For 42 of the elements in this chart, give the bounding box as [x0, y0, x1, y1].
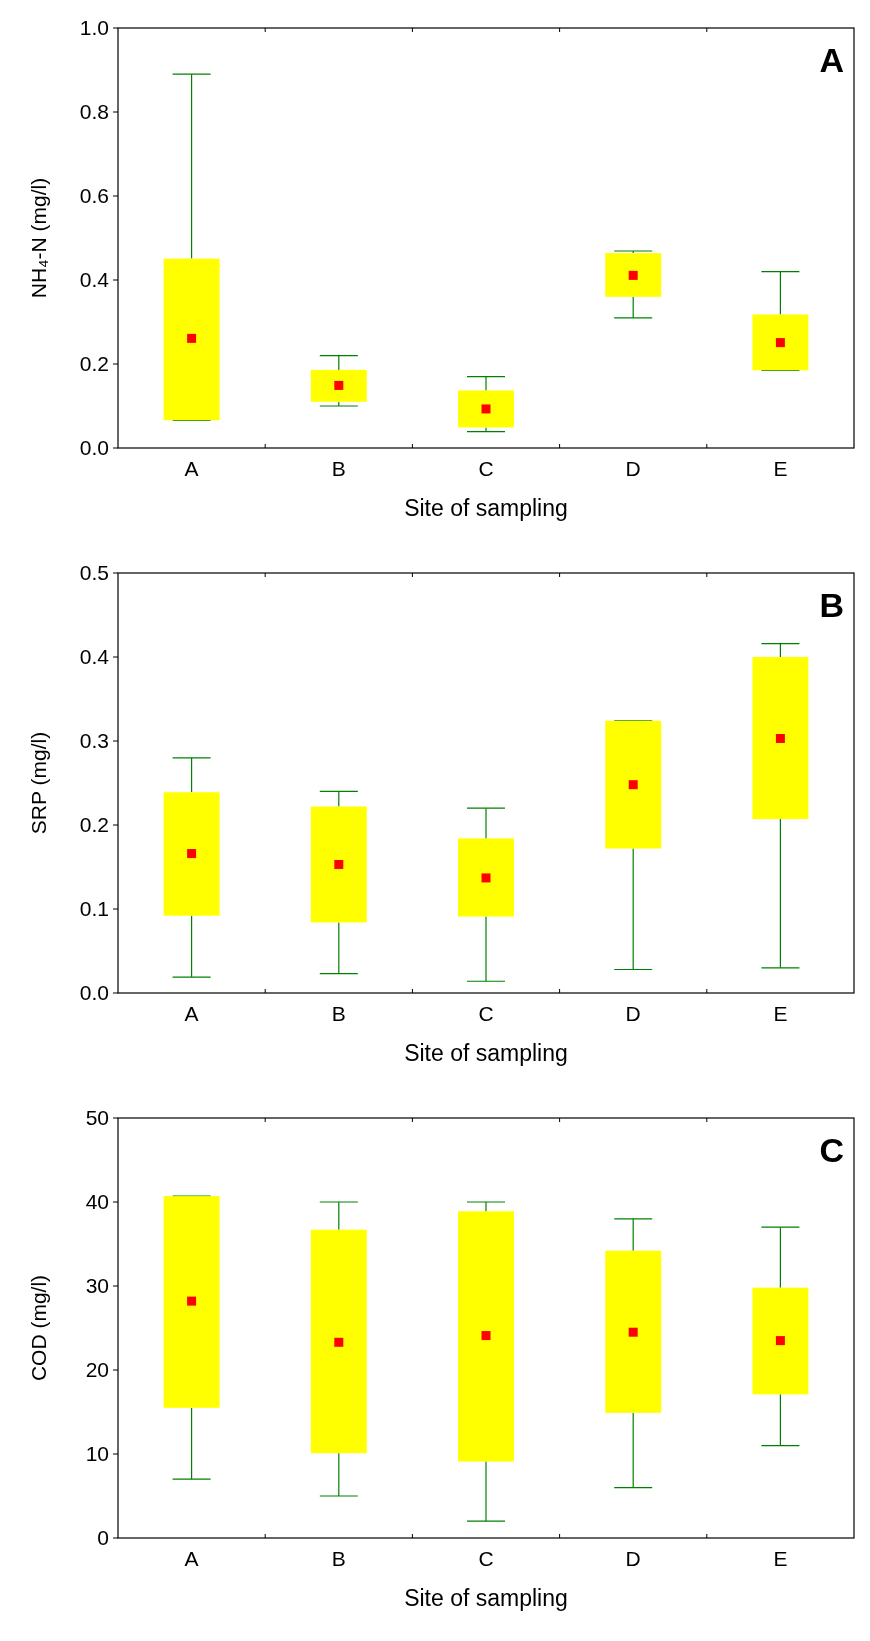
y-tick-label: 0.0	[79, 981, 109, 1005]
annotation: B	[819, 586, 844, 624]
x-tick-label: C	[478, 457, 494, 480]
annotation: C	[819, 1131, 844, 1169]
y-axis-title: SRP (mg/l)	[27, 731, 50, 835]
x-tick-label: B	[331, 457, 346, 480]
y-axis-title: NH₄-N (mg/l)	[27, 177, 50, 299]
y-tick-label: 10	[85, 1442, 109, 1466]
y-tick-label: 0.4	[79, 268, 110, 292]
annotation: A	[819, 41, 844, 79]
x-tick-label: E	[773, 1547, 788, 1570]
y-tick-label: 0.8	[79, 100, 109, 124]
y-tick-label: 0.5	[79, 561, 109, 585]
y-tick-label: 0	[97, 1526, 109, 1550]
y-tick-label: 40	[85, 1190, 109, 1214]
x-tick-label: B	[331, 1002, 346, 1025]
y-tick-label: 0.6	[79, 184, 109, 208]
y-tick-label: 50	[85, 1106, 109, 1130]
y-tick-label: 0.4	[79, 645, 110, 669]
x-tick-label: D	[625, 1547, 641, 1570]
y-tick-label: 1.0	[79, 16, 109, 40]
x-tick-label: D	[625, 457, 641, 480]
y-tick-label: 0.2	[79, 813, 109, 837]
x-tick-label: D	[625, 1002, 641, 1025]
y-tick-label: 20	[85, 1358, 109, 1382]
x-axis-title: Site of sampling	[404, 1585, 568, 1611]
x-axis-title: Site of sampling	[404, 1040, 568, 1066]
x-tick-label: A	[184, 457, 199, 480]
y-tick-label: 0.1	[79, 897, 109, 921]
x-tick-label: A	[184, 1547, 199, 1570]
x-tick-label: C	[478, 1002, 494, 1025]
x-tick-label: A	[184, 1002, 199, 1025]
y-axis-title: COD (mg/l)	[27, 1274, 50, 1382]
y-tick-label: 30	[85, 1274, 109, 1298]
x-tick-label: B	[331, 1547, 346, 1570]
y-tick-label: 0.3	[79, 729, 109, 753]
x-tick-label: E	[773, 1002, 788, 1025]
y-tick-label: 0.0	[79, 436, 109, 460]
x-axis-title: Site of sampling	[404, 495, 568, 521]
y-tick-label: 0.2	[79, 352, 109, 376]
x-tick-label: C	[478, 1547, 494, 1570]
x-tick-label: E	[773, 457, 788, 480]
